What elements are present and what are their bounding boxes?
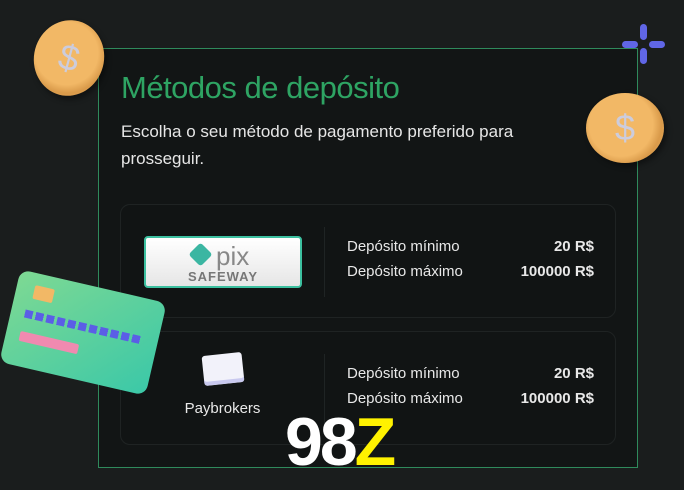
min-value: 20 R$: [553, 365, 594, 382]
page-subtitle: Escolha o seu método de pagamento prefer…: [121, 122, 514, 168]
brand-logo: 98Z: [285, 404, 396, 480]
max-value: 100000 R$: [520, 390, 594, 407]
max-label: Depósito máximo: [347, 390, 463, 407]
method-card-paybrokers[interactable]: Paybrokers Depósito mínimo 20 R$ Depósito…: [120, 331, 616, 445]
coin-icon: $: [586, 93, 664, 163]
min-value: 20 R$: [553, 238, 594, 255]
method-card-pix[interactable]: pix SAFEWAY Depósito mínimo 20 R$ Depósit…: [120, 204, 616, 318]
sparkle-icon: [622, 24, 665, 64]
max-value: 100000 R$: [520, 263, 594, 280]
divider: [324, 354, 325, 424]
pix-safeway-logo: pix SAFEWAY: [144, 236, 302, 288]
credit-card-icon: [201, 351, 245, 387]
max-label: Depósito máximo: [347, 263, 463, 280]
page-title: Métodos de depósito: [121, 70, 400, 105]
method-name: Paybrokers: [184, 400, 261, 417]
divider: [324, 227, 325, 297]
min-label: Depósito mínimo: [347, 365, 460, 382]
min-label: Depósito mínimo: [347, 238, 460, 255]
pix-diamond-icon: [188, 242, 213, 267]
